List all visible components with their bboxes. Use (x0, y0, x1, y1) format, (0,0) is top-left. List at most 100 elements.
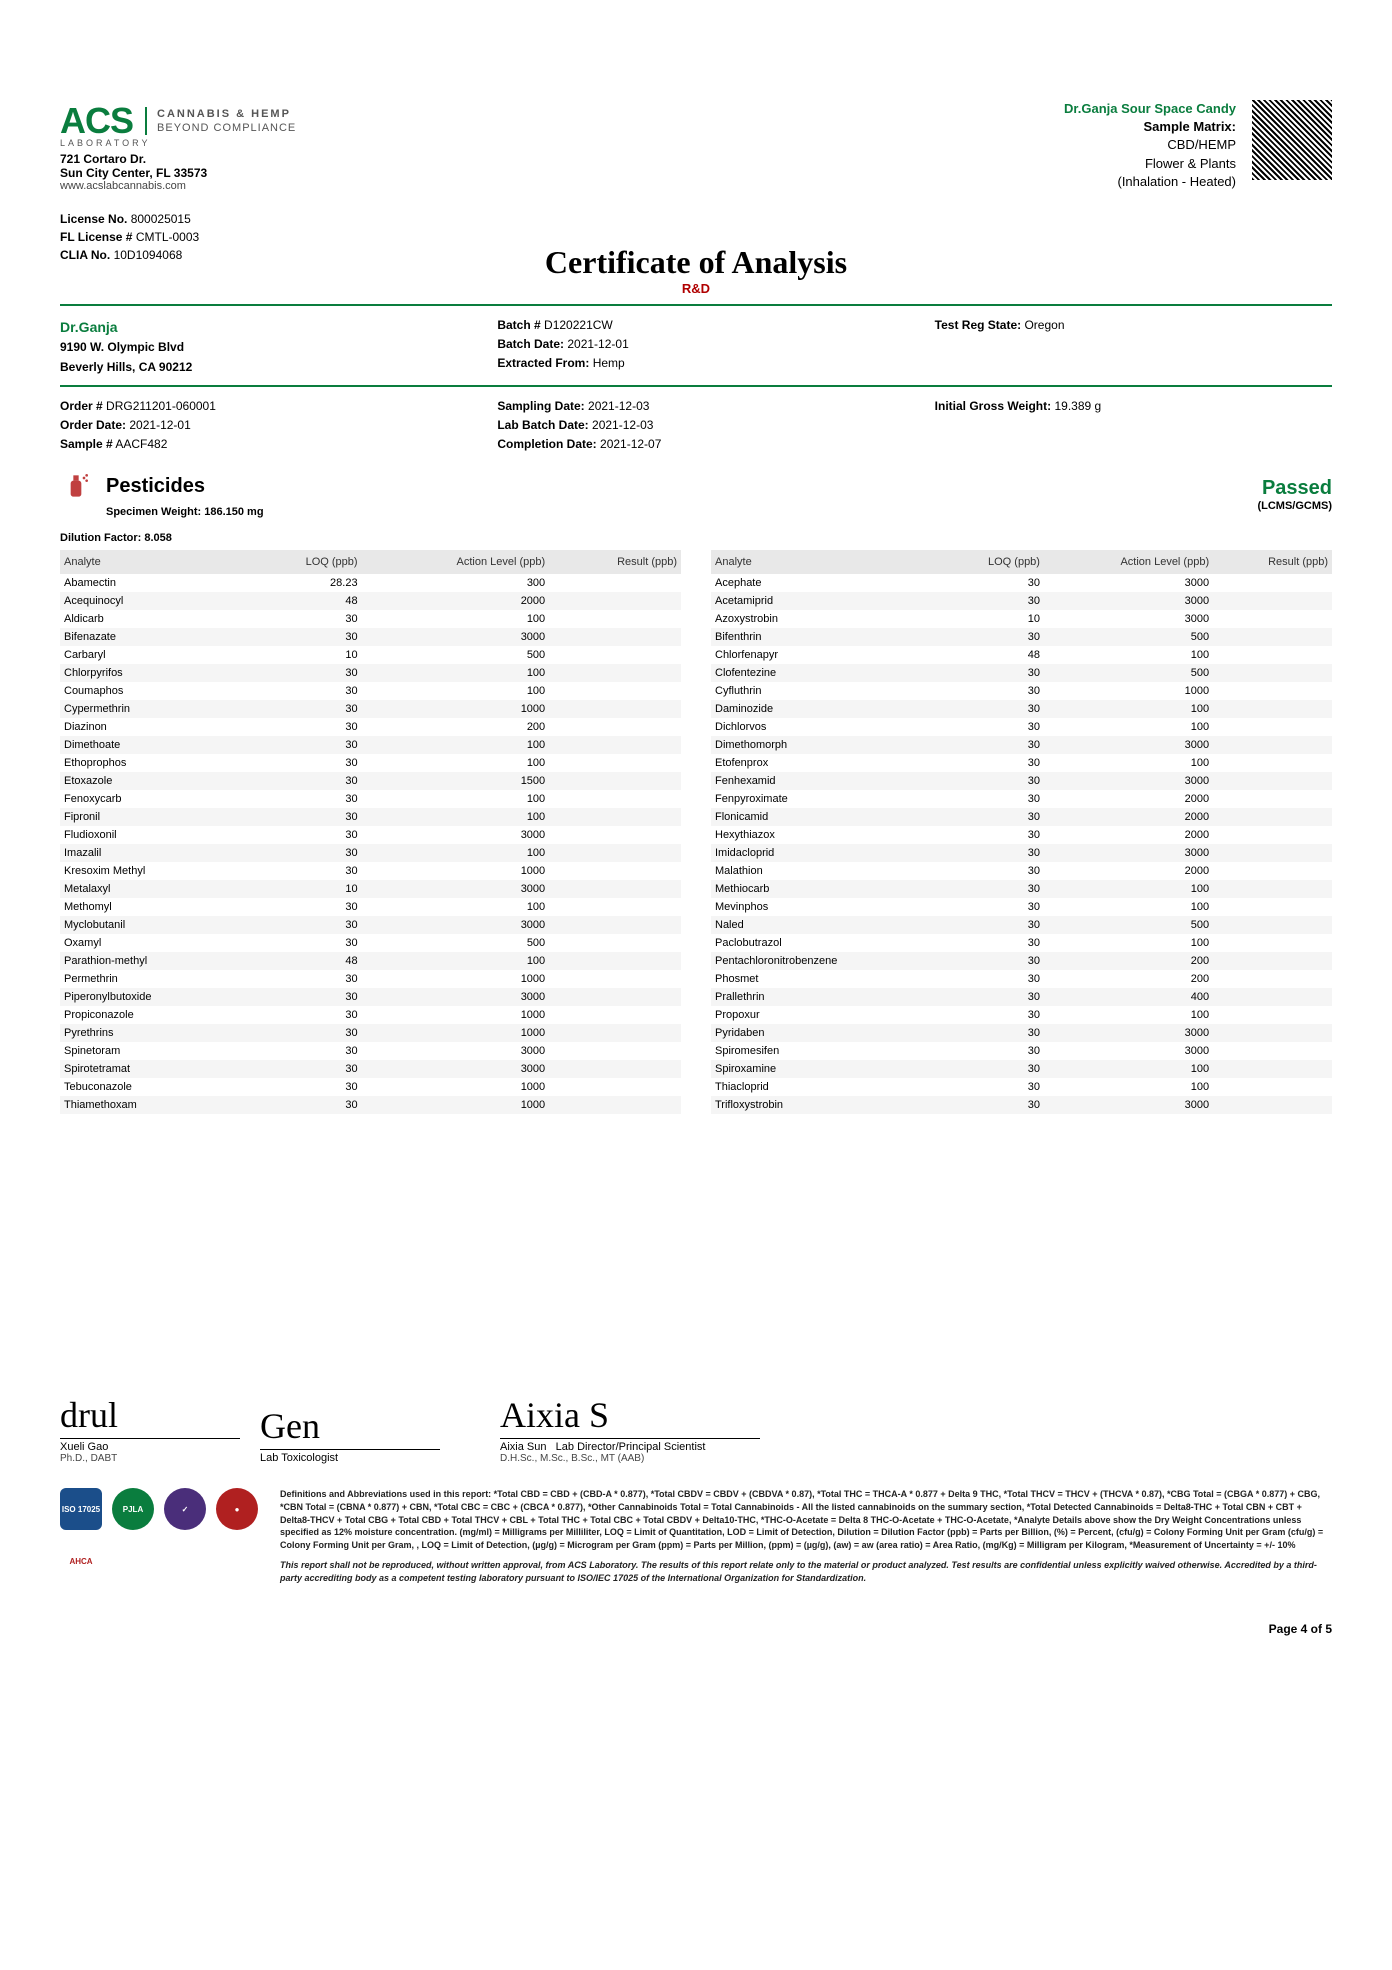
footer: ISO 17025 PJLA ✓ ● AHCA Definitions and … (60, 1488, 1332, 1592)
result-cell (549, 826, 681, 844)
result-cell (549, 808, 681, 826)
action-cell: 100 (362, 952, 550, 970)
table-row: Fludioxonil303000 (60, 826, 681, 844)
analyte-cell: Clofentezine (711, 664, 939, 682)
analyte-cell: Thiamethoxam (60, 1096, 245, 1114)
table-row: Coumaphos30100 (60, 682, 681, 700)
action-cell: 100 (362, 754, 550, 772)
table-row: Dichlorvos30100 (711, 718, 1332, 736)
batch-info: Batch # D120221CW Batch Date: 2021-12-01… (497, 316, 894, 377)
loq-cell: 30 (245, 808, 361, 826)
table-row: Thiacloprid30100 (711, 1078, 1332, 1096)
result-cell (1213, 646, 1332, 664)
analyte-cell: Dichlorvos (711, 718, 939, 736)
result-cell (1213, 736, 1332, 754)
table-row: Fenoxycarb30100 (60, 790, 681, 808)
loq-cell: 30 (939, 862, 1044, 880)
result-cell (549, 970, 681, 988)
action-cell: 100 (362, 610, 550, 628)
result-cell (1213, 754, 1332, 772)
result-cell (1213, 772, 1332, 790)
pesticide-tables: Analyte LOQ (ppb) Action Level (ppb) Res… (60, 550, 1332, 1114)
loq-cell: 48 (245, 592, 361, 610)
result-cell (1213, 682, 1332, 700)
result-cell (549, 700, 681, 718)
result-cell (549, 880, 681, 898)
lab-address: 721 Cortaro Dr. Sun City Center, FL 3357… (60, 152, 296, 192)
table-row: Piperonylbutoxide303000 (60, 988, 681, 1006)
loq-cell: 30 (245, 988, 361, 1006)
result-cell (1213, 664, 1332, 682)
loq-cell: 30 (939, 1078, 1044, 1096)
action-cell: 3000 (1044, 1024, 1213, 1042)
analyte-cell: Kresoxim Methyl (60, 862, 245, 880)
loq-cell: 30 (939, 592, 1044, 610)
analyte-cell: Ethoprophos (60, 754, 245, 772)
analyte-cell: Acetamiprid (711, 592, 939, 610)
result-cell (1213, 1096, 1332, 1114)
loq-cell: 30 (245, 718, 361, 736)
order-dates-row: Order # DRG211201-060001 Order Date: 202… (60, 397, 1332, 455)
loq-cell: 30 (245, 1078, 361, 1096)
loq-cell: 30 (939, 916, 1044, 934)
qr-code-icon (1252, 100, 1332, 180)
result-cell (1213, 790, 1332, 808)
result-cell (549, 1042, 681, 1060)
result-cell (1213, 844, 1332, 862)
logo-lab-suffix: LABORATORY (60, 138, 296, 148)
action-cell: 200 (1044, 970, 1213, 988)
analyte-cell: Paclobutrazol (711, 934, 939, 952)
analyte-cell: Fenhexamid (711, 772, 939, 790)
logo-tagline: CANNABIS & HEMP BEYOND COMPLIANCE (145, 107, 296, 136)
action-cell: 300 (362, 574, 550, 592)
table-row: Pyrethrins301000 (60, 1024, 681, 1042)
table-row: Chlorpyrifos30100 (60, 664, 681, 682)
loq-cell: 30 (939, 898, 1044, 916)
result-cell (1213, 1024, 1332, 1042)
table-row: Phosmet30200 (711, 970, 1332, 988)
action-cell: 500 (1044, 628, 1213, 646)
table-row: Clofentezine30500 (711, 664, 1332, 682)
loq-cell: 30 (939, 844, 1044, 862)
analyte-cell: Fipronil (60, 808, 245, 826)
table-row: Cyfluthrin301000 (711, 682, 1332, 700)
loq-cell: 30 (939, 1096, 1044, 1114)
analyte-cell: Imidacloprid (711, 844, 939, 862)
table-row: Pentachloronitrobenzene30200 (711, 952, 1332, 970)
loq-cell: 30 (939, 736, 1044, 754)
analyte-cell: Spinetoram (60, 1042, 245, 1060)
loq-cell: 30 (939, 808, 1044, 826)
result-cell (1213, 880, 1332, 898)
loq-cell: 30 (939, 700, 1044, 718)
action-cell: 1000 (362, 970, 550, 988)
action-cell: 3000 (1044, 1096, 1213, 1114)
result-cell (549, 1078, 681, 1096)
signature-2-script: Aixia S (500, 1394, 760, 1439)
analyte-cell: Naled (711, 916, 939, 934)
action-cell: 400 (1044, 988, 1213, 1006)
table-row: Daminozide30100 (711, 700, 1332, 718)
analyte-cell: Dimethomorph (711, 736, 939, 754)
analyte-cell: Spirotetramat (60, 1060, 245, 1078)
action-cell: 100 (1044, 646, 1213, 664)
result-cell (1213, 826, 1332, 844)
loq-cell: 10 (245, 646, 361, 664)
table-row: Paclobutrazol30100 (711, 934, 1332, 952)
action-cell: 1000 (362, 1006, 550, 1024)
result-cell (549, 934, 681, 952)
loq-cell: 30 (939, 934, 1044, 952)
action-cell: 1000 (362, 1024, 550, 1042)
action-cell: 3000 (362, 1042, 550, 1060)
table-row: Spirotetramat303000 (60, 1060, 681, 1078)
analyte-cell: Fenpyroximate (711, 790, 939, 808)
result-cell (549, 862, 681, 880)
table-row: Propiconazole301000 (60, 1006, 681, 1024)
action-cell: 1000 (362, 1078, 550, 1096)
action-cell: 100 (362, 790, 550, 808)
action-cell: 1500 (362, 772, 550, 790)
action-cell: 100 (1044, 718, 1213, 736)
cert-badge-icon: ✓ (164, 1488, 206, 1530)
analyte-cell: Fludioxonil (60, 826, 245, 844)
ahca-badge-icon: AHCA (60, 1540, 102, 1582)
analyte-cell: Cypermethrin (60, 700, 245, 718)
